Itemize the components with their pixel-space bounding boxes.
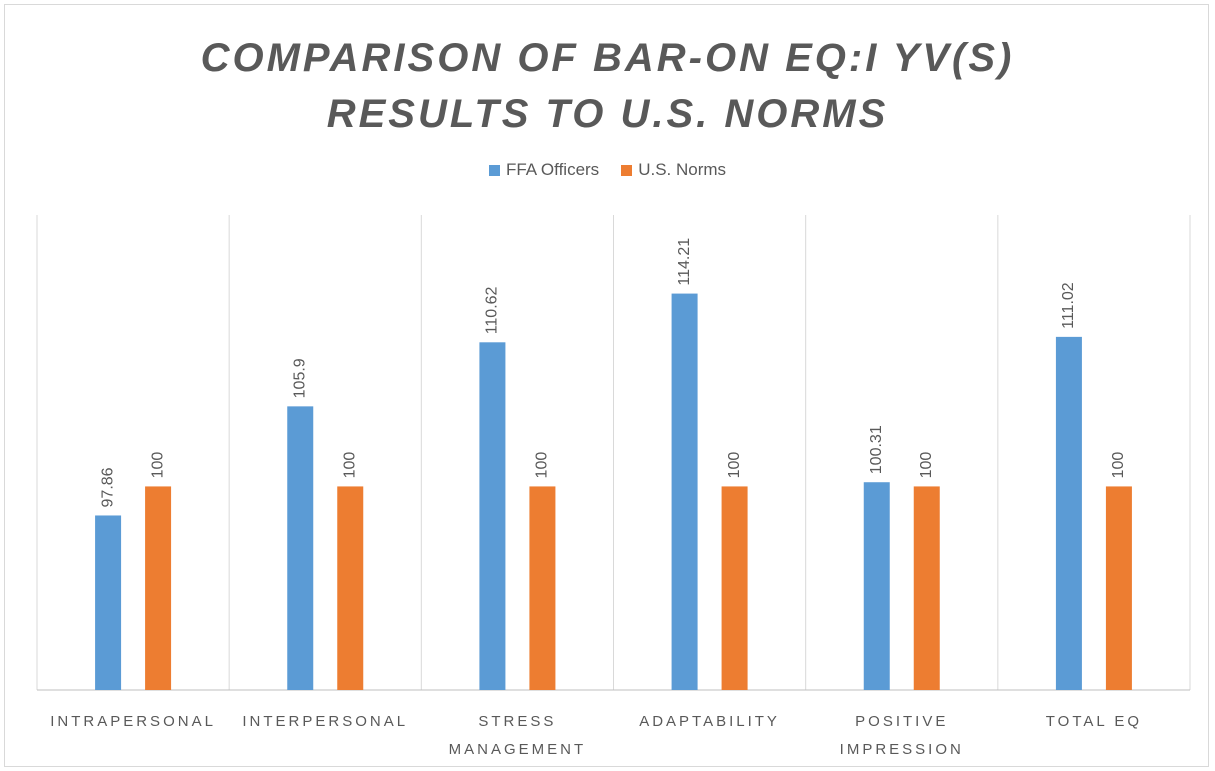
- bar: [1105, 486, 1132, 690]
- legend-swatch: [621, 164, 633, 176]
- x-tick-label: INTRAPERSONAL: [50, 713, 216, 730]
- bar: [671, 293, 698, 690]
- x-tick-label: TOTAL EQ: [1045, 713, 1143, 730]
- bar: [529, 486, 556, 690]
- data-label: 100: [726, 452, 743, 479]
- data-label: 100: [534, 452, 551, 479]
- bar: [479, 342, 506, 690]
- bar: [721, 486, 748, 690]
- bar: [287, 406, 314, 690]
- legend-label: FFA Officers: [505, 160, 600, 179]
- legend-swatch: [488, 164, 500, 176]
- data-label: 114.21: [676, 238, 693, 286]
- chart-title: COMPARISON OF BAR-ON EQ:I YV(S) RESULTS …: [200, 36, 1015, 136]
- x-tick-label: POSITIVE IMPRESSION: [839, 713, 964, 758]
- legend: FFA Officers U.S. Norms: [0, 160, 1215, 180]
- data-label: 100: [1110, 452, 1127, 479]
- data-label: 100: [918, 452, 935, 479]
- data-label: 110.62: [484, 286, 501, 334]
- bar: [337, 486, 364, 690]
- legend-item: FFA Officers: [488, 160, 600, 180]
- chart-frame: [4, 4, 1209, 767]
- x-tick-label: INTERPERSONAL: [242, 713, 409, 730]
- bar: [863, 482, 890, 690]
- data-label: 100.31: [868, 425, 885, 474]
- bar: [145, 486, 172, 690]
- bar: [1055, 336, 1082, 690]
- bar: [913, 486, 940, 690]
- data-label: 105.9: [291, 358, 308, 398]
- x-tick-label: STRESS MANAGEMENT: [448, 713, 587, 758]
- legend-label: U.S. Norms: [638, 160, 727, 179]
- x-tick-label: ADAPTABILITY: [639, 713, 780, 730]
- data-label: 100: [341, 452, 358, 479]
- data-label: 97.86: [99, 467, 116, 507]
- data-label: 111.02: [1060, 282, 1077, 329]
- legend-item: U.S. Norms: [621, 160, 726, 180]
- data-label: 100: [149, 452, 166, 479]
- bar: [95, 515, 122, 690]
